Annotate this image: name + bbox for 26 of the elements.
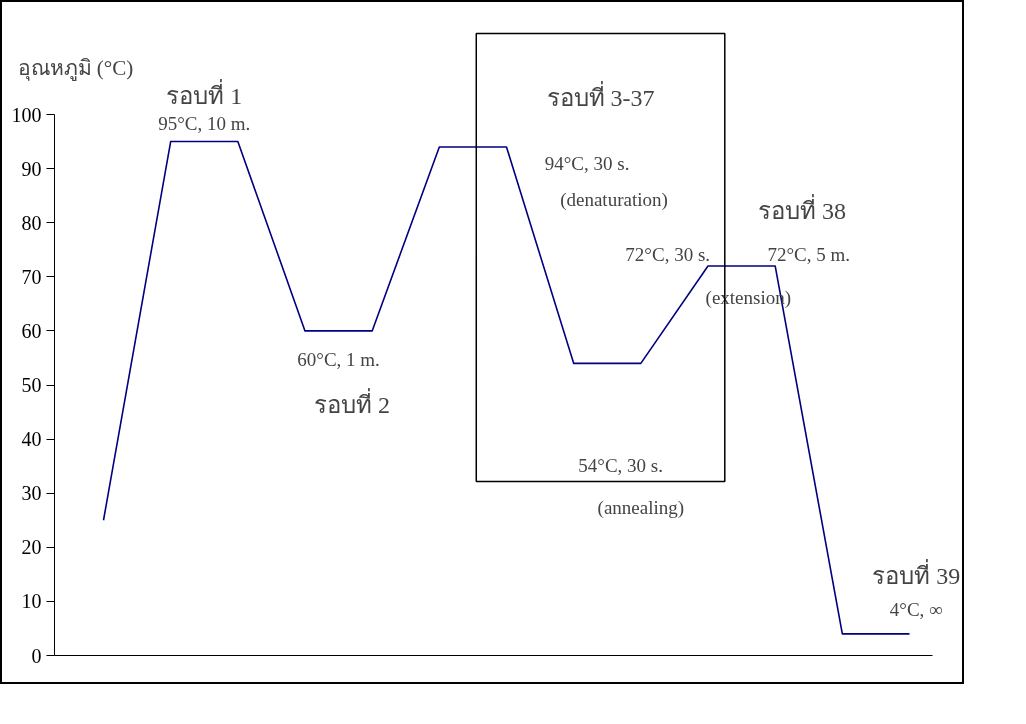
y-tick-label: 0	[31, 644, 42, 667]
annotation: (denaturation)	[560, 189, 668, 211]
annotation: 94°C, 30 s.	[544, 153, 630, 174]
annotation: 60°C, 1 m.	[297, 349, 380, 370]
annotation: 54°C, 30 s.	[578, 455, 664, 476]
annotation: รอบที่ 39	[872, 558, 961, 589]
y-tick-label: 30	[21, 482, 42, 505]
annotation: 72°C, 30 s.	[625, 244, 711, 265]
y-tick-label: 100	[11, 103, 42, 126]
text: รอบที่ 1	[166, 78, 243, 109]
y-tick-label: 20	[21, 536, 42, 559]
annotation: รอบที่ 38	[758, 193, 847, 224]
y-tick-label: 10	[21, 590, 42, 613]
y-tick-label: 90	[21, 157, 42, 180]
y-tick-label: 50	[21, 374, 42, 396]
y-tick-label: 60	[21, 319, 42, 342]
annotation: 4°C, ∞	[889, 599, 943, 620]
y-tick-label: 70	[21, 265, 42, 288]
annotation: รอบที่ 2	[314, 387, 391, 418]
annotation: 72°C, 5 m.	[767, 244, 851, 265]
y-tick-label: 80	[21, 211, 42, 234]
annotation: 95°C, 10 m.	[158, 113, 251, 134]
y-axis-title: อุณหภูมิ (°C)	[17, 55, 134, 81]
y-tick-label: 40	[21, 428, 42, 451]
annotation: (annealing)	[597, 497, 685, 519]
text: รอบที่ 3-37	[546, 80, 655, 111]
